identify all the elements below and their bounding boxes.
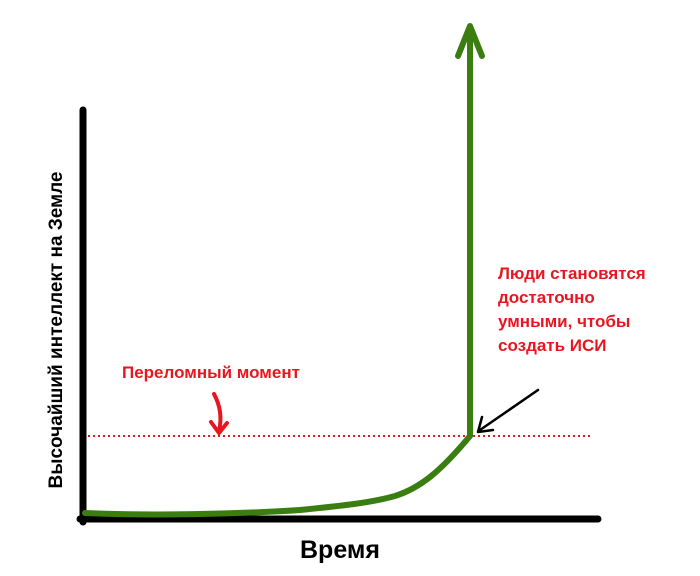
- curve-arrowhead: [455, 23, 485, 59]
- note-line: создать ИСИ: [498, 336, 607, 355]
- note-line: умными, чтобы: [498, 312, 630, 331]
- y-axis-label: Высочайший интеллект на Земле: [46, 172, 67, 489]
- x-axis-label: Время: [300, 536, 380, 564]
- threshold-label: Переломный момент: [122, 363, 300, 382]
- threshold-arrow: [209, 392, 229, 435]
- growth-curve: [82, 29, 473, 518]
- note-arrow: [476, 388, 540, 434]
- note-line: достаточно: [498, 288, 595, 307]
- note-line: Люди становятся: [498, 264, 646, 283]
